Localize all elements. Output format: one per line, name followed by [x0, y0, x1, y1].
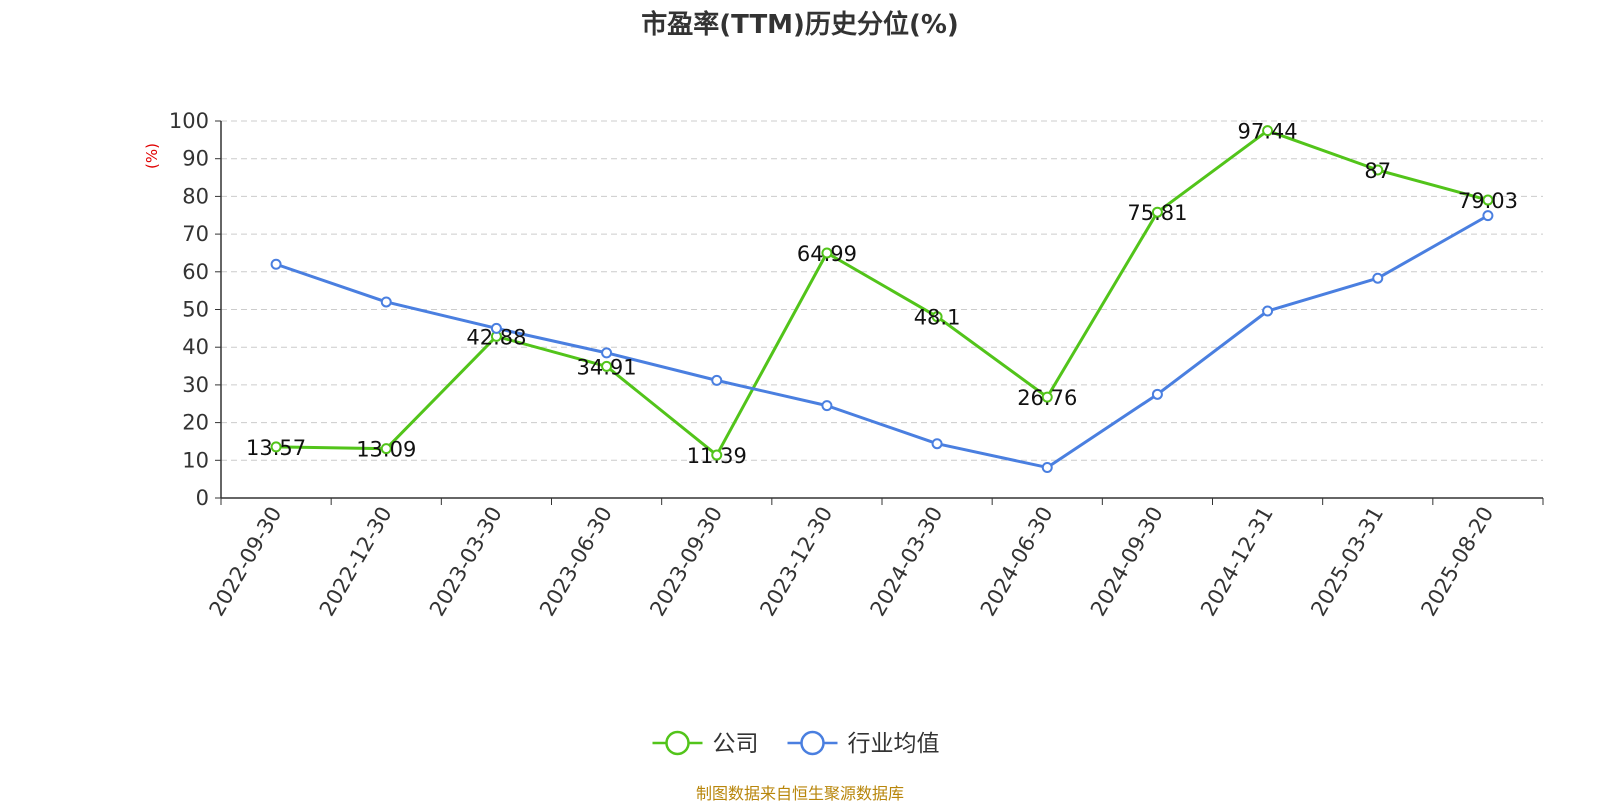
y-tick-label: 80 [182, 184, 209, 208]
y-tick-label: 70 [182, 222, 209, 246]
data-point [821, 400, 833, 412]
data-label: 87 [1364, 159, 1391, 183]
data-label: 64.99 [797, 242, 857, 266]
data-point [270, 441, 282, 453]
data-label: 13.57 [246, 436, 306, 460]
legend-marker-icon [665, 730, 690, 756]
data-label: 48.1 [914, 306, 961, 330]
x-tick-label: 2025-03-31 [1306, 503, 1388, 621]
y-tick-label: 100 [169, 109, 209, 133]
legend-label: 公司 [713, 731, 759, 757]
legend-item-2: 行业均值 [787, 730, 940, 757]
y-tick-label: 20 [182, 411, 209, 435]
series-line-1 [276, 129, 1489, 457]
legend-item-1: 公司 [652, 730, 759, 757]
data-point [1151, 206, 1163, 218]
data-point [931, 311, 943, 323]
y-tick-label: 60 [182, 260, 209, 284]
data-point [1372, 164, 1384, 176]
x-tick-label: 2023-12-30 [755, 503, 837, 621]
x-tick-label: 2023-06-30 [535, 503, 617, 621]
data-label: 13.09 [356, 438, 416, 462]
data-label: 11.39 [687, 444, 747, 468]
data-point [711, 449, 723, 461]
x-tick-label: 2024-12-31 [1196, 503, 1278, 621]
y-tick-label: 10 [182, 448, 209, 472]
data-point [1482, 210, 1494, 222]
legend-label: 行业均值 [848, 731, 940, 757]
x-tick-label: 2024-03-30 [866, 502, 948, 620]
y-tick-label: 40 [182, 335, 209, 359]
x-tick-label: 2024-06-30 [976, 503, 1058, 621]
y-tick-label: 30 [182, 373, 209, 397]
data-point [1262, 125, 1274, 137]
legend-marker-icon [800, 730, 825, 756]
data-point [711, 374, 723, 386]
x-tick-label: 2023-09-30 [645, 503, 727, 621]
y-tick-label: 50 [182, 298, 209, 322]
x-tick-label: 2023-03-30 [425, 502, 507, 620]
y-axis-label: (%) [143, 143, 161, 169]
data-point [1262, 305, 1274, 317]
data-point [601, 347, 613, 359]
series-lines [270, 125, 1494, 473]
data-point [1482, 194, 1494, 206]
y-tick-label: 90 [182, 147, 209, 171]
data-label: 75.81 [1127, 201, 1187, 225]
axes: 0 10 20 30 40 50 60 70 80 90 100 (%) 2022-09-30 2022-… [143, 109, 1544, 621]
data-label: 26.76 [1017, 386, 1077, 410]
data-point [601, 360, 613, 372]
y-tick-label: 0 [196, 486, 209, 510]
data-point [931, 438, 943, 450]
data-point [380, 443, 392, 455]
data-point [1041, 391, 1053, 403]
data-labels: 13.57 13.09 42.88 34.91 11.39 64.99 48.1 26.76 7… [246, 120, 1518, 468]
data-point [1151, 388, 1163, 400]
data-point [1041, 461, 1053, 473]
chart-title: 市盈率(TTM)历史分位(%) [641, 10, 959, 40]
data-label: 97.44 [1238, 120, 1298, 144]
grid-lines [221, 120, 1543, 461]
data-point [380, 296, 392, 308]
data-label: 34.91 [577, 355, 637, 379]
x-tick-label: 2022-12-30 [315, 503, 397, 621]
x-tick-label: 2025-08-20 [1416, 503, 1498, 621]
series-line-2 [275, 214, 1489, 469]
data-label: 42.88 [466, 325, 526, 349]
data-point [1372, 272, 1384, 284]
legend: 公司 行业均值 [652, 730, 940, 757]
data-point [821, 247, 833, 259]
data-point [490, 322, 502, 334]
x-tick-label: 2022-09-30 [205, 503, 287, 621]
source-note: 制图数据来自恒生聚源数据库 [695, 784, 904, 803]
x-tick-label: 2024-09-30 [1086, 503, 1168, 621]
data-point [270, 258, 282, 270]
data-label: 79.03 [1458, 189, 1518, 213]
